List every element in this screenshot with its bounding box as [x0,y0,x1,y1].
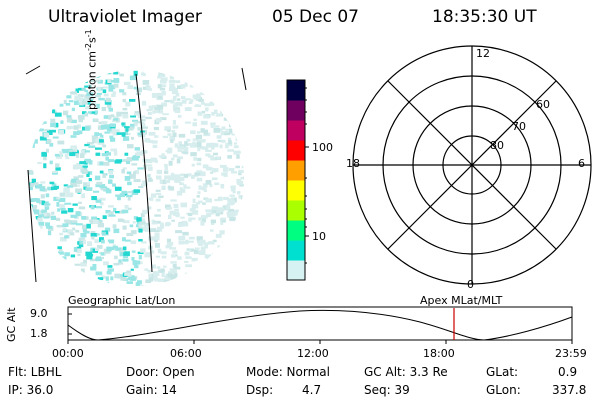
color-bar-frame [286,79,306,281]
color-bar [287,80,305,281]
polar-plot [352,45,592,285]
color-bar-label-100: 100 [312,141,333,154]
unit-mid: s [85,37,99,44]
uv-image [25,65,247,286]
glat-label: GLat: [486,365,519,379]
mlt-label-12: 12 [476,47,490,60]
x-tick-0000: 00:00 [52,347,84,360]
glat-value: 0.9 [558,365,578,379]
timeline-left-title: Geographic Lat/Lon [68,294,176,307]
color-bar-segment [287,260,305,281]
gc-alt-status: GC Alt: 3.3 Re [364,365,448,379]
color-bar-segment [287,120,305,141]
flt-status: Flt: LBHL [8,365,62,379]
mlt-label-18: 18 [346,157,360,170]
gain-status: Gain: 14 [126,383,177,397]
x-tick-1200: 12:00 [297,347,329,360]
glon-value: 337.8 [552,383,587,397]
seq-status: Seq: 39 [364,383,410,397]
date-label: 05 Dec 07 [272,7,359,27]
door-status: Door: Open [126,365,195,379]
color-bar-segment [287,220,305,241]
meridian-left [27,169,37,283]
color-bar-segment [287,240,305,261]
coast-line-top [25,65,41,75]
timeline-ticks [67,313,573,344]
lat-label-60: 60 [536,98,550,111]
timeline-right-title: Apex MLat/MLT [420,294,503,307]
color-bar-segment [287,180,305,201]
y-tick-9: 9.0 [30,307,48,320]
meridian-center [135,73,153,273]
mode-status: Mode: Normal [246,365,330,379]
dsp-label: Dsp: [246,383,274,397]
lat-label-80: 80 [490,139,504,152]
x-tick-0600: 06:00 [170,347,202,360]
color-bar-segment [287,100,305,121]
coast-line-right [241,67,247,91]
unit-base: photon cm [85,51,99,110]
ip-status: IP: 36.0 [8,383,54,397]
glon-label: GLon: [486,383,521,397]
color-bar-segment [287,160,305,181]
dsp-value: 4.7 [302,383,322,397]
y-tick-1-8: 1.8 [30,327,48,340]
color-bar-minor-ticks [305,87,307,264]
time-label: 18:35:30 UT [432,7,537,27]
unit-exp1: -2 [84,43,93,52]
color-bar-segment [287,140,305,161]
mlt-label-6: 6 [578,157,585,170]
color-bar-segment [287,200,305,221]
x-tick-2359: 23:59 [555,347,587,360]
timeline-frame [67,306,573,341]
color-bar-segment [287,80,305,101]
lat-label-70: 70 [512,120,526,133]
x-tick-1800: 18:00 [423,347,455,360]
color-bar-label-10: 10 [312,230,326,243]
mlt-label-0: 0 [467,278,474,291]
timeline-y-label: GC Alt [5,307,18,342]
unit-exp2: -1 [84,29,93,38]
altitude-curve [67,309,573,341]
polar-diagonal-2 [387,80,557,250]
app-title: Ultraviolet Imager [48,7,202,27]
